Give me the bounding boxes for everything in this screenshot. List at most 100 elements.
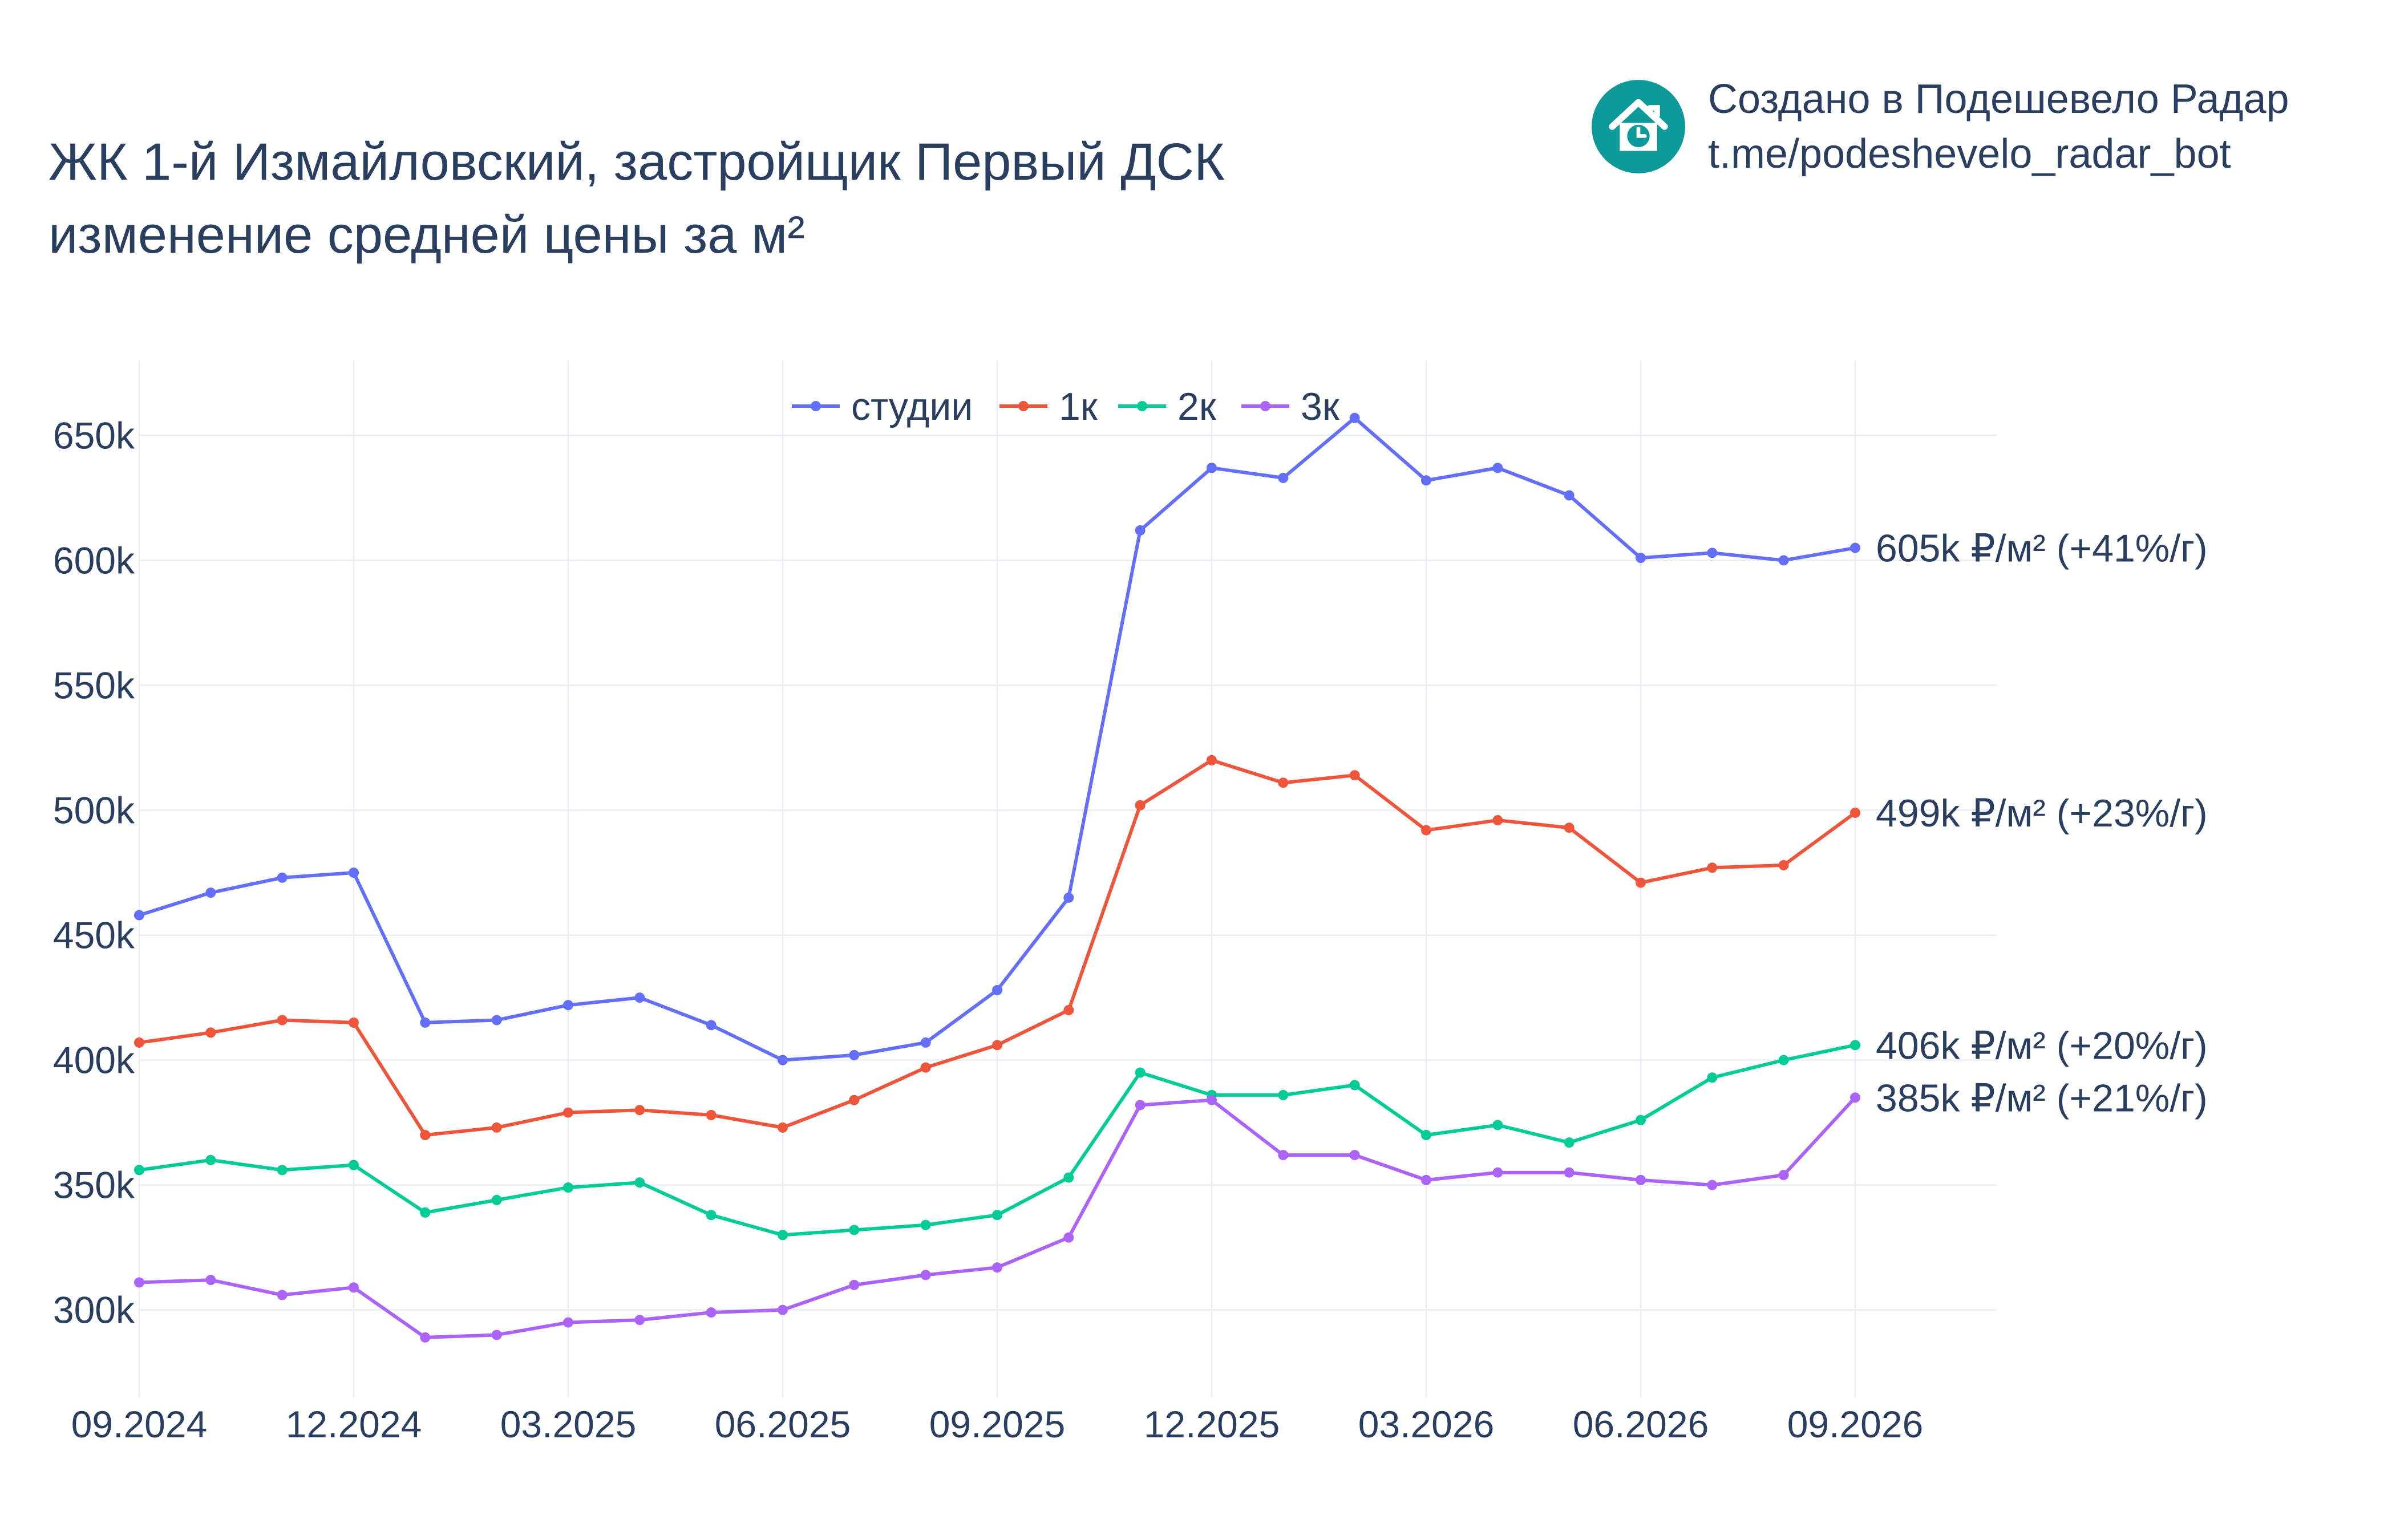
y-axis-ticks: 300k 350k 400k 450k 500k 550k 600k 650k [53, 414, 135, 1331]
data-point [1492, 1120, 1503, 1130]
data-point [1707, 862, 1718, 873]
x-tick-label: 09.2024 [71, 1403, 208, 1445]
data-point [849, 1225, 860, 1235]
legend-item-0[interactable]: студии [792, 385, 973, 428]
y-tick-label: 650k [53, 414, 135, 456]
x-tick-label: 12.2024 [286, 1403, 422, 1445]
data-point [1349, 412, 1360, 423]
brand-link[interactable]: t.me/podeshevelo_radar_bot [1708, 131, 2231, 177]
chart-title-line1: ЖК 1-й Измайловский, застройщик Первый Д… [48, 133, 1225, 191]
data-point [1707, 1180, 1718, 1190]
data-point [992, 1210, 1002, 1221]
data-point [1707, 548, 1718, 558]
data-point [205, 887, 216, 898]
data-point [563, 1000, 573, 1011]
data-point [349, 1160, 359, 1170]
data-point [491, 1015, 502, 1026]
data-point [349, 1282, 359, 1293]
legend-marker [1018, 401, 1029, 411]
data-point [634, 992, 645, 1003]
x-tick-label: 06.2025 [715, 1403, 851, 1445]
legend-label: 3к [1301, 385, 1340, 428]
data-point [1349, 770, 1360, 781]
plot-area [134, 412, 1860, 1343]
data-point [277, 872, 288, 883]
data-point [634, 1315, 645, 1326]
legend-label: студии [851, 385, 973, 428]
data-point [134, 1277, 144, 1288]
data-point [706, 1109, 717, 1120]
data-point [1636, 1174, 1646, 1185]
data-point [920, 1270, 931, 1280]
data-point [1492, 1167, 1503, 1178]
data-point [205, 1154, 216, 1165]
data-point [134, 910, 144, 921]
data-point [1421, 1174, 1431, 1185]
legend-marker [1137, 401, 1147, 411]
data-point [1564, 1167, 1575, 1178]
brand-text: Создано в Подешевело Радар t.me/podeshev… [1708, 72, 2289, 181]
series-end-label: 406k ₽/м² (+20%/г) [1876, 1024, 2208, 1067]
y-tick-label: 400k [53, 1039, 135, 1081]
data-point [992, 984, 1002, 995]
data-point [1564, 490, 1575, 501]
data-point [420, 1130, 431, 1141]
data-point [634, 1177, 645, 1188]
data-point [1778, 1055, 1789, 1065]
data-point [1778, 1170, 1789, 1181]
data-point [849, 1095, 860, 1105]
data-point [277, 1015, 288, 1026]
data-point [205, 1275, 216, 1286]
data-point [1778, 860, 1789, 870]
data-point [1135, 800, 1146, 810]
brand-name: Создано в Подешевело Радар [1708, 76, 2289, 122]
data-point [1207, 1095, 1217, 1105]
data-point [1636, 877, 1646, 888]
data-point [1850, 807, 1860, 818]
data-point [920, 1062, 931, 1073]
data-point [920, 1037, 931, 1048]
data-point [706, 1020, 717, 1031]
data-point [1207, 463, 1217, 473]
data-point [277, 1165, 288, 1176]
data-point [1564, 1137, 1575, 1148]
data-point [778, 1304, 788, 1315]
data-point [1492, 815, 1503, 826]
data-point [1349, 1080, 1360, 1091]
data-point [134, 1165, 144, 1176]
data-point [634, 1105, 645, 1116]
legend[interactable]: студии 1к 2к 3к [792, 385, 1340, 428]
legend-item-3[interactable]: 3к [1241, 385, 1340, 428]
data-point [1492, 463, 1503, 473]
data-point [420, 1332, 431, 1343]
chart-title-line2: изменение средней цены за м² [48, 206, 805, 264]
y-tick-label: 500k [53, 789, 135, 832]
data-point [1278, 777, 1289, 788]
legend-marker [1260, 401, 1270, 411]
series-end-label: 605k ₽/м² (+41%/г) [1876, 527, 2208, 570]
data-point [849, 1049, 860, 1060]
data-point [134, 1037, 144, 1048]
legend-item-1[interactable]: 1к [999, 385, 1098, 428]
data-point [1063, 1004, 1074, 1015]
data-point [920, 1219, 931, 1230]
legend-item-2[interactable]: 2к [1118, 385, 1217, 428]
data-point [992, 1040, 1002, 1051]
series-end-label: 385k ₽/м² (+21%/г) [1876, 1076, 2208, 1120]
data-point [1778, 555, 1789, 566]
data-point [1636, 553, 1646, 564]
series-end-label: 499k ₽/м² (+23%/г) [1876, 792, 2208, 835]
house-clock-logo-icon [1592, 80, 1685, 173]
data-point [1421, 475, 1431, 486]
y-tick-label: 550k [53, 664, 135, 706]
y-tick-label: 350k [53, 1164, 135, 1206]
data-point [349, 1017, 359, 1028]
data-point [1135, 1067, 1146, 1078]
data-point [1135, 1100, 1146, 1111]
brand-block[interactable]: Создано в Подешевело Радар t.me/podeshev… [1592, 64, 2289, 189]
data-point [1850, 1040, 1860, 1051]
x-tick-label: 03.2026 [1358, 1403, 1495, 1445]
data-point [1421, 825, 1431, 836]
data-point [420, 1207, 431, 1218]
